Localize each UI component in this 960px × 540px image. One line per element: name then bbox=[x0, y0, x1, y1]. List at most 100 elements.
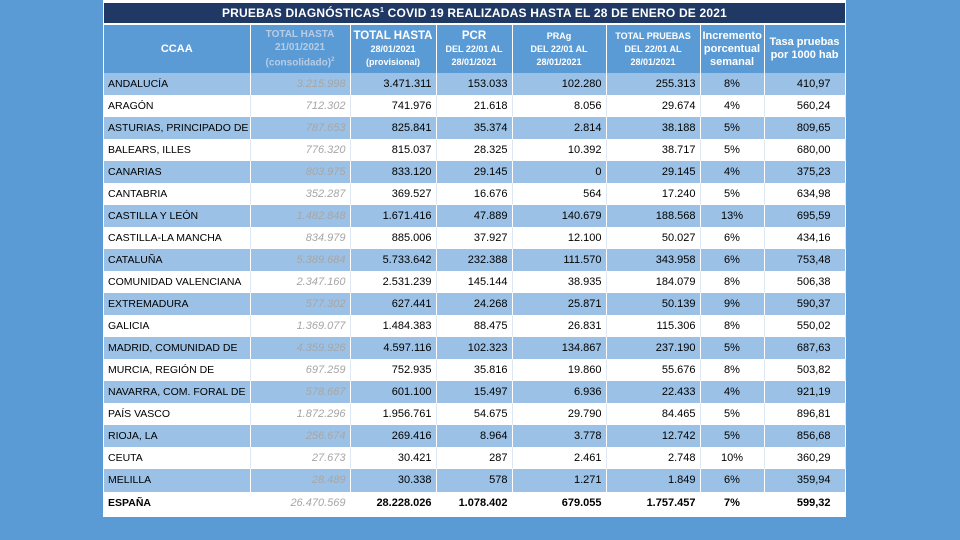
cell-prag: 679.055 bbox=[512, 491, 607, 514]
cell-total-pruebas: 184.079 bbox=[606, 271, 701, 293]
cell-prag: 2.461 bbox=[512, 447, 607, 469]
cell-total: 1.484.383 bbox=[350, 315, 437, 337]
cell-total-pruebas: 29.674 bbox=[606, 95, 701, 117]
cell-tasa: 434,16 bbox=[764, 227, 846, 249]
cell-incremento: 6% bbox=[700, 249, 765, 271]
cell-pcr: 1.078.402 bbox=[436, 491, 513, 514]
cell-tasa: 503,82 bbox=[764, 359, 846, 381]
col-header-ccaa: CCAA bbox=[104, 25, 251, 73]
cell-consolidado: 803.975 bbox=[250, 161, 351, 183]
cell-prag: 102.280 bbox=[512, 73, 607, 95]
cell-incremento: 5% bbox=[700, 117, 765, 139]
cell-tasa: 753,48 bbox=[764, 249, 846, 271]
cell-prag: 0 bbox=[512, 161, 607, 183]
cell-prag: 38.935 bbox=[512, 271, 607, 293]
cell-ccaa: COMUNIDAD VALENCIANA bbox=[104, 271, 251, 293]
cell-tasa: 809,65 bbox=[764, 117, 846, 139]
cell-total: 28.228.026 bbox=[350, 491, 437, 514]
table-row: BALEARS, ILLES 776.320 815.037 28.325 10.392… bbox=[104, 139, 846, 161]
cell-total: 601.100 bbox=[350, 381, 437, 403]
cell-incremento: 8% bbox=[700, 315, 765, 337]
cell-prag: 10.392 bbox=[512, 139, 607, 161]
report-title: PRUEBAS DIAGNÓSTICAS1 COVID 19 REALIZADA… bbox=[104, 3, 845, 23]
cell-tasa: 375,23 bbox=[764, 161, 846, 183]
table-row: MELILLA 28.489 30.338 578 1.271 1.849 6% 359,94 bbox=[104, 469, 846, 492]
col-header-incremento: Incremento porcentual semanal bbox=[700, 25, 765, 73]
table-row: ASTURIAS, PRINCIPADO DE 787.653 825.841 35.… bbox=[104, 117, 846, 139]
cell-pcr: 35.374 bbox=[436, 117, 513, 139]
cell-prag: 3.778 bbox=[512, 425, 607, 447]
cell-consolidado: 256.674 bbox=[250, 425, 351, 447]
cell-ccaa: MELILLA bbox=[104, 469, 251, 492]
cell-pcr: 232.388 bbox=[436, 249, 513, 271]
cell-incremento: 7% bbox=[700, 491, 765, 514]
col-header-total-pruebas: TOTAL PRUEBAS DEL 22/01 AL 28/01/2021 bbox=[606, 25, 701, 73]
cell-ccaa: CANTABRIA bbox=[104, 183, 251, 205]
cell-pcr: 21.618 bbox=[436, 95, 513, 117]
cell-consolidado: 5.389.684 bbox=[250, 249, 351, 271]
table-row: CEUTA 27.673 30.421 287 2.461 2.748 10% 360,29 bbox=[104, 447, 846, 469]
cell-prag: 111.570 bbox=[512, 249, 607, 271]
cell-pcr: 47.889 bbox=[436, 205, 513, 227]
col-header-tasa: Tasa pruebas por 1000 hab bbox=[764, 25, 846, 73]
cell-total-pruebas: 50.139 bbox=[606, 293, 701, 315]
cell-incremento: 9% bbox=[700, 293, 765, 315]
cell-total: 5.733.642 bbox=[350, 249, 437, 271]
cell-pcr: 16.676 bbox=[436, 183, 513, 205]
cell-incremento: 5% bbox=[700, 337, 765, 359]
cell-ccaa: NAVARRA, COM. FORAL DE bbox=[104, 381, 251, 403]
table-total-row: ESPAÑA 26.470.569 28.228.026 1.078.402 679.0… bbox=[104, 491, 846, 514]
title-text: PRUEBAS DIAGNÓSTICAS bbox=[221, 6, 380, 20]
cell-total-pruebas: 237.190 bbox=[606, 337, 701, 359]
table-row: CANARIAS 803.975 833.120 29.145 0 29.145 4% 375… bbox=[104, 161, 846, 183]
cell-total-pruebas: 12.742 bbox=[606, 425, 701, 447]
cell-tasa: 506,38 bbox=[764, 271, 846, 293]
cell-total-pruebas: 17.240 bbox=[606, 183, 701, 205]
cell-pcr: 37.927 bbox=[436, 227, 513, 249]
table-row: CASTILLA-LA MANCHA 834.979 885.006 37.927 12… bbox=[104, 227, 846, 249]
cell-consolidado: 28.489 bbox=[250, 469, 351, 492]
table-row: MADRID, COMUNIDAD DE 4.359.926 4.597.116 10… bbox=[104, 337, 846, 359]
cell-total-pruebas: 1.757.457 bbox=[606, 491, 701, 514]
cell-total: 741.976 bbox=[350, 95, 437, 117]
cell-incremento: 8% bbox=[700, 359, 765, 381]
cell-incremento: 6% bbox=[700, 469, 765, 492]
cell-consolidado: 3.215.998 bbox=[250, 73, 351, 95]
cell-ccaa: PAÍS VASCO bbox=[104, 403, 251, 425]
cell-total: 815.037 bbox=[350, 139, 437, 161]
cell-incremento: 5% bbox=[700, 425, 765, 447]
cell-prag: 19.860 bbox=[512, 359, 607, 381]
cell-tasa: 590,37 bbox=[764, 293, 846, 315]
cell-ccaa: ESPAÑA bbox=[104, 491, 251, 514]
cell-total-pruebas: 84.465 bbox=[606, 403, 701, 425]
cell-total-pruebas: 188.568 bbox=[606, 205, 701, 227]
cell-consolidado: 776.320 bbox=[250, 139, 351, 161]
cell-tasa: 634,98 bbox=[764, 183, 846, 205]
cell-tasa: 680,00 bbox=[764, 139, 846, 161]
table-row: GALICIA 1.369.077 1.484.383 88.475 26.831 115… bbox=[104, 315, 846, 337]
cell-tasa: 687,63 bbox=[764, 337, 846, 359]
cell-prag: 25.871 bbox=[512, 293, 607, 315]
cell-consolidado: 578.667 bbox=[250, 381, 351, 403]
cell-consolidado: 352.287 bbox=[250, 183, 351, 205]
cell-consolidado: 712.302 bbox=[250, 95, 351, 117]
table-row: EXTREMADURA 577.302 627.441 24.268 25.871 50.… bbox=[104, 293, 846, 315]
cell-ccaa: ARAGÓN bbox=[104, 95, 251, 117]
cell-prag: 26.831 bbox=[512, 315, 607, 337]
cell-consolidado: 697.259 bbox=[250, 359, 351, 381]
cell-total: 1.671.416 bbox=[350, 205, 437, 227]
cell-pcr: 54.675 bbox=[436, 403, 513, 425]
table-row: CASTILLA Y LEÓN 1.482.848 1.671.416 47.889 1… bbox=[104, 205, 846, 227]
cell-ccaa: ASTURIAS, PRINCIPADO DE bbox=[104, 117, 251, 139]
cell-total-pruebas: 255.313 bbox=[606, 73, 701, 95]
cell-tasa: 599,32 bbox=[764, 491, 846, 514]
cell-total: 369.527 bbox=[350, 183, 437, 205]
cell-tasa: 360,29 bbox=[764, 447, 846, 469]
tests-table: CCAA TOTAL HASTA 21/01/2021 (consolidado… bbox=[104, 25, 846, 514]
cell-incremento: 5% bbox=[700, 139, 765, 161]
cell-total: 885.006 bbox=[350, 227, 437, 249]
cell-total-pruebas: 2.748 bbox=[606, 447, 701, 469]
cell-pcr: 578 bbox=[436, 469, 513, 492]
cell-pcr: 35.816 bbox=[436, 359, 513, 381]
title-footnote-mark: 1 bbox=[379, 7, 385, 14]
